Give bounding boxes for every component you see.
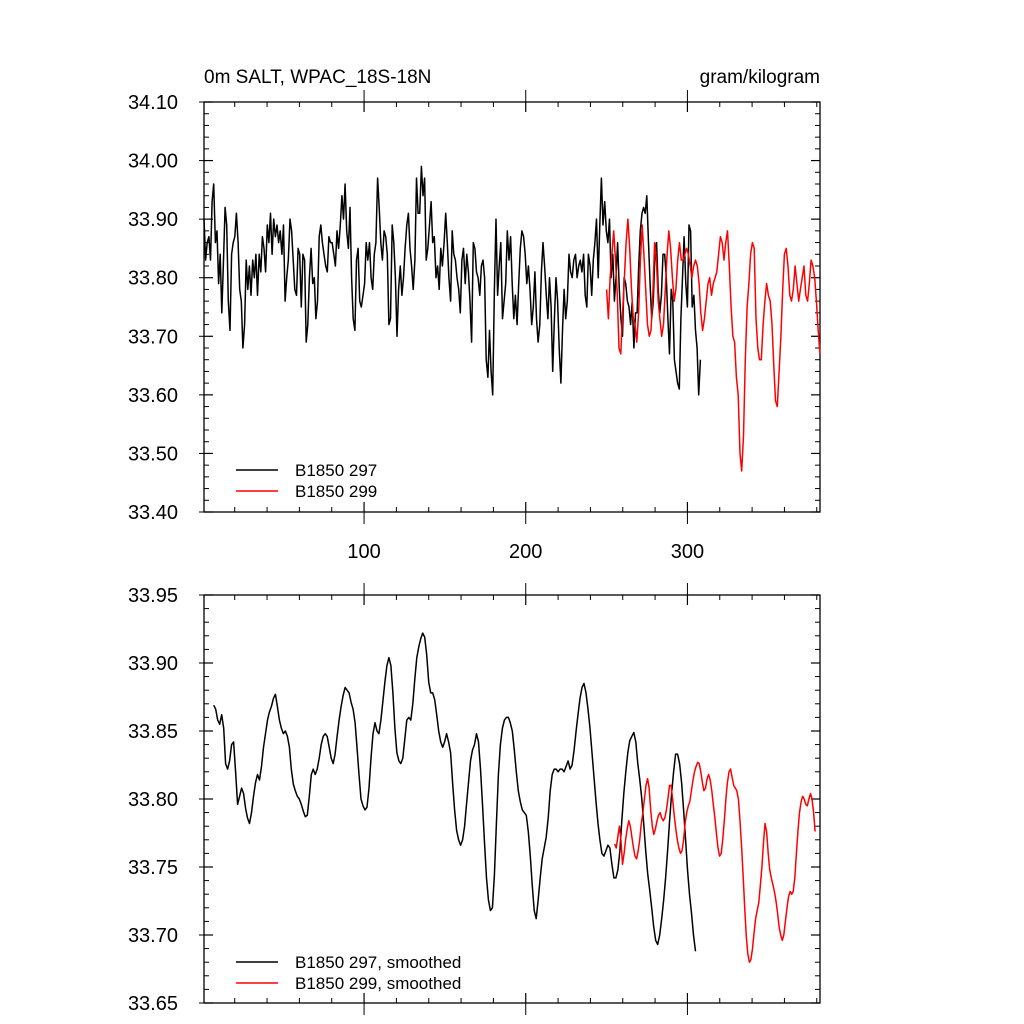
y-tick-label: 34.10	[128, 92, 178, 114]
legend-label-b1850-297-smoothed: B1850 297, smoothed	[295, 953, 461, 972]
y-tick-label: 34.00	[128, 151, 178, 173]
y-tick-label: 33.75	[128, 857, 178, 879]
y-tick-label: 33.95	[128, 585, 178, 607]
y-tick-label: 33.65	[128, 993, 178, 1015]
x-tick-label: 200	[509, 541, 542, 563]
y-tick-label: 33.40	[128, 502, 178, 524]
x-tick-label: 100	[347, 541, 380, 563]
top-plot-frame	[203, 101, 821, 513]
y-tick-label: 33.50	[128, 443, 178, 465]
bottom-axis-ticks: 33.95 33.90 33.85 33.80 33.75 33.70 33.65	[128, 583, 820, 1015]
y-tick-label: 33.60	[128, 385, 178, 407]
top-series	[203, 165, 821, 472]
top-legend: B1850 297 B1850 299	[236, 461, 377, 501]
legend-label-b1850-297: B1850 297	[295, 461, 377, 480]
y-tick-label: 33.80	[128, 268, 178, 290]
y-tick-label: 33.90	[128, 209, 178, 231]
y-tick-label: 33.90	[128, 653, 178, 675]
y-tick-label: 33.85	[128, 721, 178, 743]
units-label: gram/kilogram	[700, 67, 820, 88]
plot-title: 0m SALT, WPAC_18S-18N	[204, 67, 431, 88]
y-tick-label: 33.80	[128, 789, 178, 811]
bottom-series	[213, 632, 816, 963]
top-panel: 34.10 34.00 33.90 33.80 33.70 33.60 33.50 33.40…	[128, 67, 821, 563]
series-line-b1850-297-smoothed	[213, 632, 697, 952]
series-line-b1850-299-smoothed	[613, 761, 816, 963]
legend-label-b1850-299-smoothed: B1850 299, smoothed	[295, 974, 461, 993]
bottom-panel: 33.95 33.90 33.85 33.80 33.75 33.70 33.65 B185…	[128, 583, 821, 1015]
top-axis-ticks: 34.10 34.00 33.90 33.80 33.70 33.60 33.50 33.40…	[128, 90, 820, 563]
x-tick-label: 300	[671, 541, 704, 563]
series-line-b1850-297	[203, 165, 702, 396]
y-tick-label: 33.70	[128, 326, 178, 348]
y-tick-label: 33.70	[128, 925, 178, 947]
bottom-plot-frame	[203, 594, 821, 1004]
bottom-legend: B1850 297, smoothed B1850 299, smoothed	[236, 953, 461, 993]
series-line-b1850-299	[605, 218, 821, 472]
legend-label-b1850-299: B1850 299	[295, 482, 377, 501]
